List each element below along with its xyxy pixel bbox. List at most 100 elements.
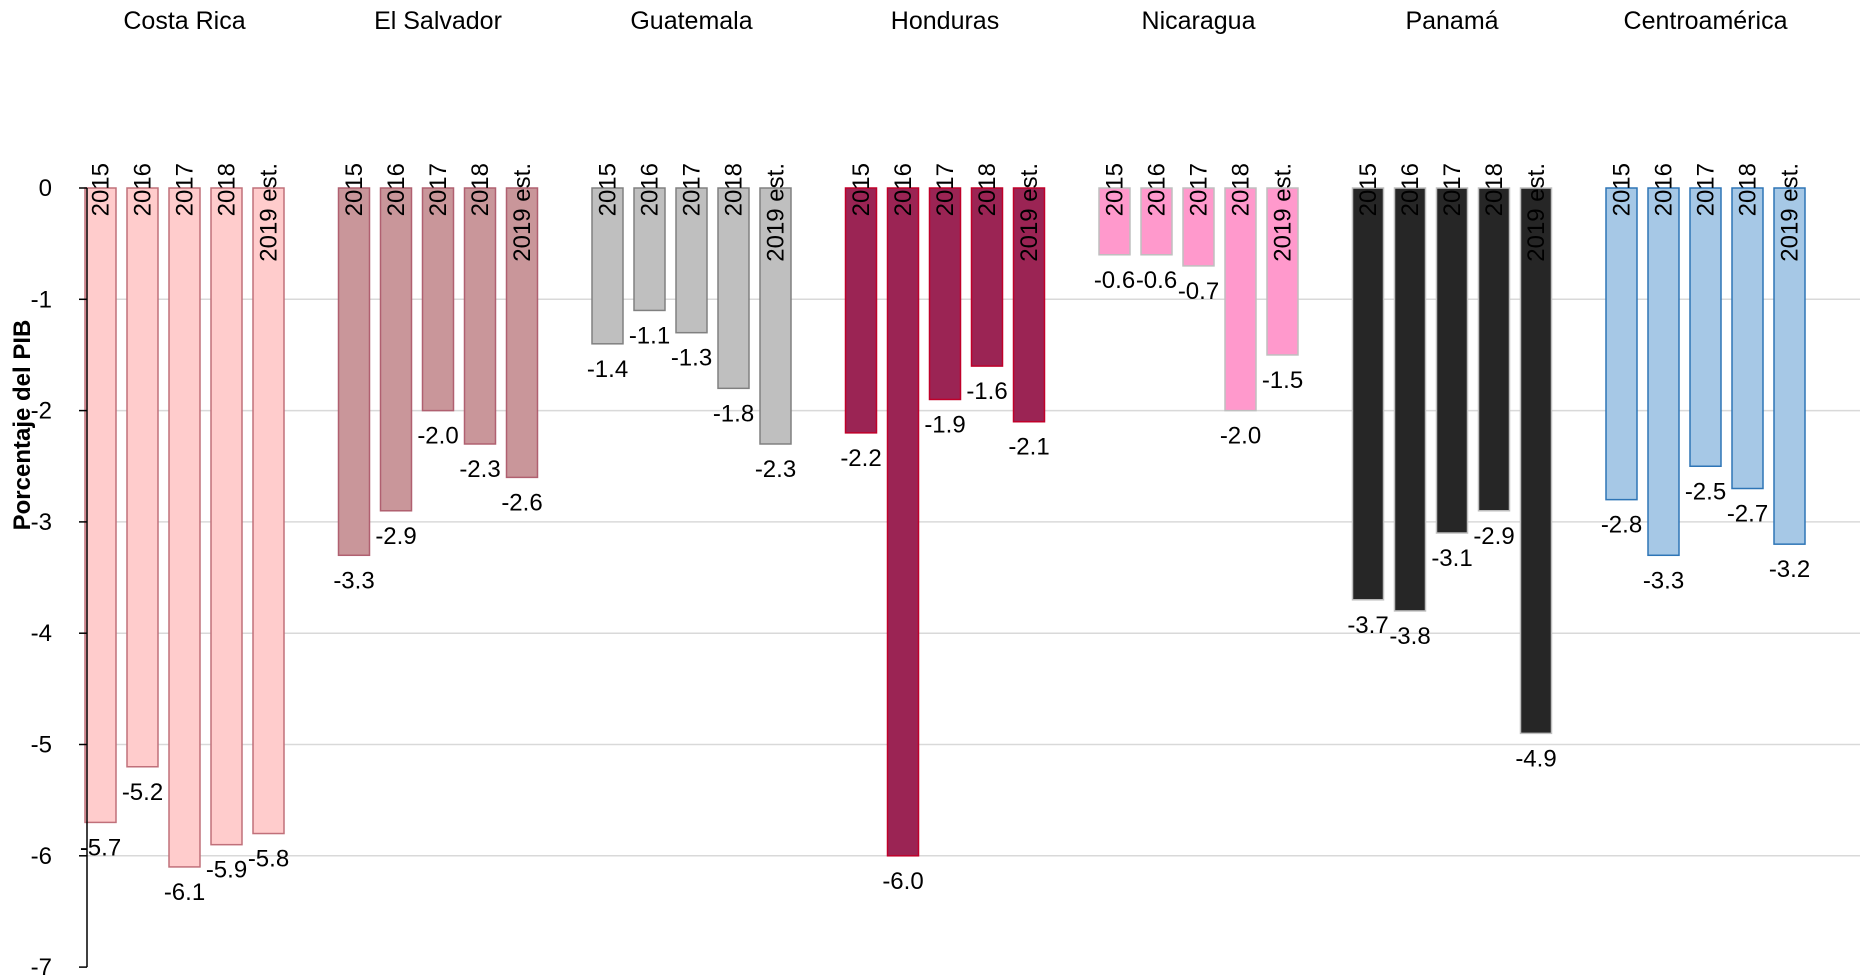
bar — [1182, 187, 1215, 267]
bar — [252, 187, 285, 835]
data-label: -3.7 — [1347, 612, 1388, 639]
bar — [970, 187, 1004, 367]
group-label: Panamá — [1405, 7, 1498, 35]
bar — [717, 187, 750, 390]
bar — [591, 187, 624, 345]
category-label: 2016 — [130, 163, 157, 216]
bar — [1773, 187, 1806, 545]
group-label: Guatemala — [630, 7, 752, 35]
category-label: 2018 — [1481, 163, 1508, 216]
bar — [1098, 187, 1131, 256]
bar — [1435, 187, 1469, 534]
category-label: 2016 — [1144, 163, 1171, 216]
data-label: -2.0 — [1220, 423, 1261, 450]
category-label: 2017 — [172, 163, 199, 216]
bar — [337, 187, 371, 557]
data-label: -5.2 — [122, 779, 163, 806]
bar — [1519, 187, 1553, 735]
bar — [84, 187, 117, 824]
bar — [379, 187, 413, 512]
category-label: 2016 — [637, 163, 664, 216]
category-label: 2019 est. — [1777, 163, 1804, 262]
category-label: 2018 — [974, 163, 1001, 216]
y-tick-label: -3 — [31, 509, 52, 536]
data-label: -2.2 — [840, 445, 881, 472]
bar — [1224, 187, 1257, 412]
category-label: 2017 — [1693, 163, 1720, 216]
category-label: 2019 est. — [1270, 163, 1297, 262]
bar — [1266, 187, 1299, 356]
category-label: 2015 — [88, 163, 115, 216]
category-label: 2019 est. — [763, 163, 790, 262]
data-label: -1.9 — [924, 411, 965, 438]
bar — [505, 187, 539, 479]
category-label: 2015 — [1102, 163, 1129, 216]
data-label: -6.0 — [882, 868, 923, 895]
bar — [1689, 187, 1722, 467]
y-axis — [79, 187, 88, 968]
data-label: -2.0 — [417, 423, 458, 450]
category-label: 2015 — [595, 163, 622, 216]
bar — [675, 187, 708, 334]
bar — [126, 187, 159, 768]
data-label: -2.5 — [1685, 478, 1726, 505]
bar — [1140, 187, 1173, 256]
bar — [210, 187, 243, 846]
bar — [886, 187, 920, 857]
data-label: -2.1 — [1008, 434, 1049, 461]
category-label: 2017 — [932, 163, 959, 216]
bar — [844, 187, 878, 434]
group-label: Costa Rica — [123, 7, 245, 35]
group-label: Centroamérica — [1624, 7, 1788, 35]
category-label: 2017 — [1439, 163, 1466, 216]
y-tick-label: -7 — [31, 954, 52, 979]
data-label: -2.6 — [501, 489, 542, 516]
y-tick-label: -2 — [31, 398, 52, 425]
data-label: -2.8 — [1601, 512, 1642, 539]
data-label: -3.8 — [1389, 623, 1430, 650]
bar — [928, 187, 962, 401]
group-label: Nicaragua — [1142, 7, 1256, 35]
y-tick-label: -5 — [31, 732, 52, 759]
category-label: 2017 — [679, 163, 706, 216]
bar — [1605, 187, 1638, 501]
category-label: 2015 — [848, 163, 875, 216]
y-tick-label: 0 — [39, 175, 52, 202]
data-label: -6.1 — [164, 879, 205, 906]
data-label: -1.1 — [629, 322, 670, 349]
data-label: -2.7 — [1727, 501, 1768, 528]
data-label: -1.6 — [966, 378, 1007, 405]
data-label: -1.4 — [587, 356, 628, 383]
data-label: -0.7 — [1178, 278, 1219, 305]
bar — [633, 187, 666, 312]
bar — [1731, 187, 1764, 490]
category-label: 2016 — [1397, 163, 1424, 216]
data-label: -0.6 — [1094, 267, 1135, 294]
data-label: -4.9 — [1515, 745, 1556, 772]
data-label: -1.8 — [713, 400, 754, 427]
group-label: Honduras — [891, 7, 999, 35]
category-label: 2019 est. — [1523, 163, 1550, 262]
category-label: 2018 — [467, 163, 494, 216]
category-label: 2015 — [1609, 163, 1636, 216]
data-label: -2.3 — [459, 456, 500, 483]
category-label: 2016 — [383, 163, 410, 216]
bar — [421, 187, 455, 412]
category-label: 2018 — [1228, 163, 1255, 216]
category-label: 2016 — [890, 163, 917, 216]
bar — [1351, 187, 1385, 601]
category-label: 2018 — [214, 163, 241, 216]
data-label: -2.9 — [1473, 523, 1514, 550]
data-label: -3.3 — [333, 567, 374, 594]
y-tick-label: -1 — [31, 286, 52, 313]
bar — [1477, 187, 1511, 512]
category-label: 2017 — [425, 163, 452, 216]
bars — [84, 187, 1806, 868]
data-label: -5.9 — [206, 857, 247, 884]
data-label: -0.6 — [1136, 267, 1177, 294]
bar — [168, 187, 201, 868]
category-label: 2019 est. — [509, 163, 536, 262]
bar — [1647, 187, 1680, 557]
